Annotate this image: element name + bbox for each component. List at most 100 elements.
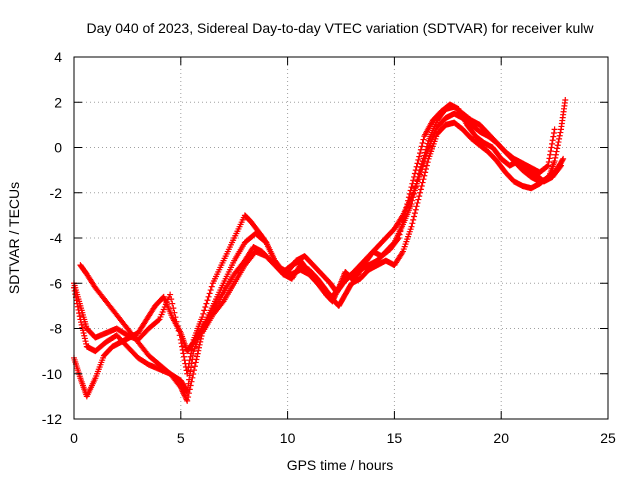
data-point-interp xyxy=(556,135,563,142)
data-point-interp xyxy=(419,139,426,146)
data-point-interp xyxy=(412,206,419,213)
data-point-interp xyxy=(550,133,557,140)
data-point-interp xyxy=(545,158,552,165)
data-point-interp xyxy=(79,327,86,334)
data-point-interp xyxy=(193,356,200,363)
data-point-interp xyxy=(205,293,212,300)
data-point-interp xyxy=(417,186,424,193)
data-point-interp xyxy=(76,310,83,317)
data-point-interp xyxy=(420,176,427,183)
data-point-interp xyxy=(181,392,188,399)
data-point-interp xyxy=(421,172,428,179)
data-point-interp xyxy=(186,386,193,393)
data-point-interp xyxy=(196,341,203,348)
data-point-interp xyxy=(544,163,551,170)
data-point-interp xyxy=(549,140,556,147)
data-point-interp xyxy=(556,132,563,139)
data-point-interp xyxy=(208,283,215,290)
data-point xyxy=(551,126,558,133)
data-point xyxy=(177,384,184,391)
data-point xyxy=(417,189,424,196)
data-point-interp xyxy=(416,153,423,160)
data-point-interp xyxy=(417,146,424,153)
data-point-interp xyxy=(204,297,211,304)
data-point-interp xyxy=(76,313,83,320)
data-point xyxy=(408,223,415,230)
data-point-interp xyxy=(413,203,420,210)
data-point-interp xyxy=(424,147,431,154)
data-point-interp xyxy=(415,196,422,203)
data-point-interp xyxy=(168,296,175,303)
data-point-interp xyxy=(78,319,85,326)
data-point-interp xyxy=(80,330,87,337)
data-point-interp xyxy=(197,338,204,345)
series-1 xyxy=(71,101,565,377)
data-point-interp xyxy=(181,353,188,360)
data-point-interp xyxy=(179,388,186,395)
data-point xyxy=(167,291,174,298)
data-point xyxy=(545,162,552,169)
data-point-interp xyxy=(417,150,424,157)
y-tick-label: -2 xyxy=(50,185,63,201)
data-point-interp xyxy=(409,220,416,227)
data-point-interp xyxy=(200,310,207,317)
data-point-interp xyxy=(421,158,428,165)
data-point xyxy=(192,359,199,366)
data-point-interp xyxy=(195,344,202,351)
data-point xyxy=(77,316,84,323)
data-point-interp xyxy=(410,216,417,223)
data-point-interp xyxy=(181,357,188,364)
data-point-interp xyxy=(179,346,186,353)
series-4 xyxy=(71,110,558,400)
data-point-interp xyxy=(180,350,187,357)
data-point-interp xyxy=(75,306,82,313)
data-point xyxy=(184,397,191,404)
data-point-interp xyxy=(188,378,195,385)
data-point-interp xyxy=(178,385,185,392)
data-point-interp xyxy=(185,390,192,397)
data-point xyxy=(560,155,567,162)
chart-title: Day 040 of 2023, Sidereal Day-to-day VTE… xyxy=(86,20,594,36)
data-point-interp xyxy=(188,364,195,371)
data-point-interp xyxy=(414,160,421,167)
data-point-interp xyxy=(185,394,192,401)
data-point-interp xyxy=(418,143,425,150)
data-point-interp xyxy=(180,389,187,396)
data-point-interp xyxy=(195,347,202,354)
data-point-interp xyxy=(548,144,555,151)
data-point xyxy=(551,158,558,165)
data-point-interp xyxy=(82,338,89,345)
data-point-interp xyxy=(219,299,226,306)
data-point-interp xyxy=(552,151,559,158)
data-point-interp xyxy=(418,182,425,189)
data-point-interp xyxy=(169,300,176,307)
y-axis-label: SDTVAR / TECUs xyxy=(6,182,22,294)
data-point-interp xyxy=(416,193,423,200)
data-point-interp xyxy=(419,179,426,186)
y-tick-label: 2 xyxy=(54,94,62,110)
data-point-interp xyxy=(411,213,418,220)
data-point-interp xyxy=(189,374,196,381)
data-point-interp xyxy=(559,156,566,163)
x-axis-label: GPS time / hours xyxy=(287,457,394,473)
x-tick-label: 15 xyxy=(387,430,403,446)
data-point-interp xyxy=(78,321,85,328)
data-point-interp xyxy=(190,370,197,377)
x-tick-label: 10 xyxy=(280,430,296,446)
data-point-interp xyxy=(414,199,421,206)
data-points xyxy=(71,96,569,404)
data-point-interp xyxy=(81,335,88,342)
data-point-interp xyxy=(546,155,553,162)
data-point-interp xyxy=(198,326,205,333)
y-tick-label: -12 xyxy=(42,411,62,427)
data-point-interp xyxy=(423,152,430,159)
data-point-interp xyxy=(191,363,198,370)
data-point-interp xyxy=(79,324,86,331)
data-point-interp xyxy=(419,163,426,170)
data-point-interp xyxy=(197,335,204,342)
data-point-interp xyxy=(191,367,198,374)
data-point-interp xyxy=(83,340,90,347)
data-point-interp xyxy=(415,156,422,163)
data-point-interp xyxy=(399,249,406,256)
